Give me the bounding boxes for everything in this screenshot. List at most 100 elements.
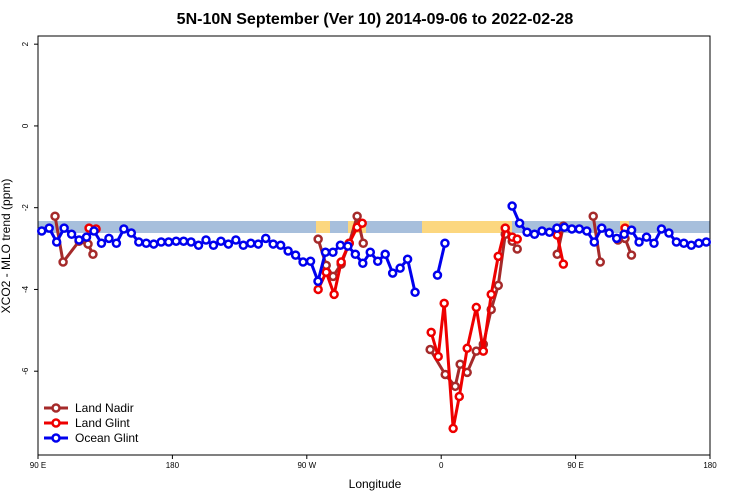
data-point xyxy=(619,229,629,240)
data-point xyxy=(275,240,286,251)
data-point xyxy=(512,234,522,244)
data-point xyxy=(462,367,472,378)
data-point xyxy=(313,276,323,287)
data-point xyxy=(352,211,362,222)
data-point xyxy=(44,223,54,233)
data-point xyxy=(410,287,420,298)
data-point xyxy=(126,228,137,238)
y-tick-label: 2 xyxy=(21,41,30,46)
data-point xyxy=(448,423,458,434)
data-point xyxy=(450,381,460,392)
data-point xyxy=(395,263,405,273)
x-tick-label: 90 E xyxy=(567,461,583,470)
data-point xyxy=(268,239,278,249)
data-point xyxy=(611,233,622,244)
data-point xyxy=(686,240,697,251)
data-point xyxy=(522,227,532,237)
chart-title: 5N-10N September (Ver 10) 2014-09-06 to … xyxy=(177,11,574,28)
data-point xyxy=(305,256,316,266)
data-point xyxy=(208,240,219,251)
data-point xyxy=(626,225,637,235)
data-point xyxy=(380,249,390,260)
data-point xyxy=(74,235,84,245)
data-point xyxy=(216,236,226,246)
data-point xyxy=(201,235,211,245)
legend-marker xyxy=(51,403,61,413)
data-point xyxy=(178,236,189,246)
data-point xyxy=(329,289,339,300)
legend-marker xyxy=(51,418,61,428)
land-strip xyxy=(422,221,512,233)
y-axis-label: XCO2 - MLO trend (ppm) xyxy=(0,179,13,314)
data-point xyxy=(679,238,689,249)
y-tick-label: -6 xyxy=(21,367,30,375)
data-point xyxy=(253,239,264,249)
data-point xyxy=(89,226,99,236)
data-point xyxy=(529,229,540,240)
data-point xyxy=(440,369,450,380)
data-point xyxy=(358,238,368,249)
data-point xyxy=(512,244,522,254)
data-point xyxy=(588,211,598,222)
data-point xyxy=(552,223,562,233)
data-point xyxy=(283,246,293,256)
data-point xyxy=(357,218,367,228)
land-strip xyxy=(316,221,330,233)
data-point xyxy=(567,224,577,234)
data-point xyxy=(664,228,674,238)
data-point xyxy=(365,247,376,257)
data-point xyxy=(596,223,607,233)
data-point xyxy=(432,270,443,280)
data-point xyxy=(626,250,637,260)
data-point xyxy=(634,237,644,247)
data-point xyxy=(51,237,62,247)
data-point xyxy=(595,257,605,267)
data-point xyxy=(36,226,47,236)
data-point xyxy=(402,254,413,264)
data-point xyxy=(558,259,569,269)
data-point xyxy=(58,257,68,267)
legend-label: Land Glint xyxy=(75,416,130,430)
data-point xyxy=(298,257,308,267)
data-point xyxy=(671,237,682,247)
data-point xyxy=(425,344,435,355)
data-point xyxy=(156,237,166,247)
y-tick-label: -4 xyxy=(21,285,30,293)
legend-marker xyxy=(51,433,61,443)
series-line xyxy=(41,205,707,293)
data-point xyxy=(350,249,361,260)
data-point xyxy=(104,233,114,244)
data-point xyxy=(471,302,482,313)
x-tick-label: 90 E xyxy=(30,461,46,470)
data-point xyxy=(238,240,249,251)
x-axis-label: Longitude xyxy=(349,477,402,491)
data-point xyxy=(313,284,323,295)
x-tick-label: 180 xyxy=(166,461,180,470)
data-point xyxy=(328,247,338,257)
data-point xyxy=(134,237,144,247)
x-tick-label: 0 xyxy=(439,461,444,470)
legend-label: Ocean Glint xyxy=(75,431,139,445)
data-point xyxy=(231,235,241,245)
x-tick-label: 180 xyxy=(703,461,717,470)
data-point xyxy=(372,256,383,266)
data-point xyxy=(111,238,122,249)
data-point xyxy=(500,223,511,233)
data-point xyxy=(171,236,181,246)
data-point xyxy=(582,226,592,236)
data-point xyxy=(223,239,234,249)
data-point xyxy=(589,237,600,247)
legend-label: Land Nadir xyxy=(75,401,134,415)
data-point xyxy=(544,227,555,237)
data-point xyxy=(426,327,436,338)
data-point xyxy=(336,257,346,267)
data-point xyxy=(454,391,465,402)
data-point xyxy=(290,250,301,260)
data-point xyxy=(574,224,585,234)
data-point xyxy=(694,238,704,249)
data-point xyxy=(455,359,465,370)
data-point xyxy=(439,298,449,309)
data-point xyxy=(193,240,204,251)
data-point xyxy=(462,343,472,354)
